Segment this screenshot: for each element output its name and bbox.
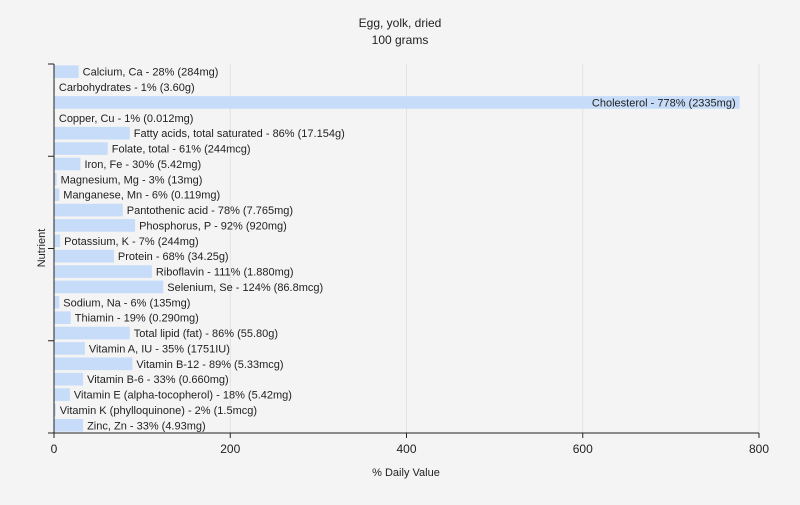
bar-label-6: Iron, Fe - 30% (5.42mg) [84, 159, 201, 171]
bar-label-22: Vitamin K (phylloquinone) - 2% (1.5mcg) [60, 405, 257, 417]
bar-16 [54, 311, 71, 324]
bar-label-5: Folate, total - 61% (244mcg) [112, 144, 251, 156]
bar-10 [54, 219, 136, 232]
bar-label-8: Manganese, Mn - 6% (0.119mg) [63, 190, 220, 202]
bar-19 [54, 357, 133, 371]
bar-8 [54, 188, 60, 201]
bar-15 [54, 296, 60, 309]
bar-22 [54, 403, 56, 417]
x-axis-label: % Daily Value [372, 467, 440, 479]
bar-label-2: Cholesterol - 778% (2335mg) [592, 97, 736, 109]
bar-label-13: Riboflavin - 111% (1.880mg) [156, 267, 294, 279]
bar-18 [54, 342, 85, 355]
bar-label-4: Fatty acids, total saturated - 86% (17.1… [134, 128, 345, 140]
chart-title: Egg, yolk, dried [359, 16, 442, 30]
bar-11 [54, 234, 61, 248]
bar-0 [54, 65, 79, 78]
bar-label-14: Selenium, Se - 124% (86.8mcg) [167, 282, 323, 294]
bar-7 [54, 173, 57, 186]
bar-label-21: Vitamin E (alpha-tocopherol) - 18% (5.42… [74, 390, 292, 402]
bar-label-7: Magnesium, Mg - 3% (13mg) [61, 174, 203, 186]
x-tick-label-1: 200 [220, 442, 240, 456]
bar-23 [54, 419, 84, 432]
bar-label-3: Copper, Cu - 1% (0.012mg) [59, 113, 194, 125]
grid-lines [229, 64, 760, 433]
chart-subtitle: 100 grams [372, 33, 429, 47]
bar-label-16: Thiamin - 19% (0.290mg) [75, 313, 199, 325]
bar-5 [54, 142, 108, 155]
bar-label-15: Sodium, Na - 6% (135mg) [63, 297, 190, 309]
bar-label-10: Phosphorus, P - 92% (920mg) [139, 220, 287, 232]
x-tick-label-4: 800 [749, 442, 769, 456]
bar-label-1: Carbohydrates - 1% (3.60g) [59, 82, 195, 94]
bar-9 [54, 203, 123, 217]
x-tick-label-0: 0 [51, 442, 58, 456]
bar-14 [54, 280, 164, 294]
bar-21 [54, 388, 70, 401]
bar-6 [54, 157, 81, 171]
bar-label-0: Calcium, Ca - 28% (284mg) [83, 67, 219, 79]
bar-13 [54, 265, 152, 278]
bar-label-17: Total lipid (fat) - 86% (55.80g) [134, 328, 278, 340]
y-axis-label: Nutrient [36, 229, 48, 268]
axes: 0 200 400 600 800 [48, 63, 769, 456]
bar-label-9: Pantothenic acid - 78% (7.765mg) [127, 205, 293, 217]
bar-17 [54, 326, 130, 340]
bar-12 [54, 249, 114, 263]
bar-label-11: Potassium, K - 7% (244mg) [64, 236, 199, 248]
bar-label-12: Protein - 68% (34.25g) [118, 251, 229, 263]
bar-2 [54, 96, 740, 109]
bar-label-20: Vitamin B-6 - 33% (0.660mg) [87, 374, 229, 386]
x-tick-label-3: 600 [573, 442, 593, 456]
bars: Calcium, Ca - 28% (284mg) Carbohydrates -… [54, 65, 740, 432]
x-tick-label-2: 400 [396, 442, 416, 456]
bar-label-18: Vitamin A, IU - 35% (1751IU) [89, 343, 230, 355]
bar-4 [54, 126, 130, 140]
bar-20 [54, 372, 84, 386]
bar-label-23: Zinc, Zn - 33% (4.93mg) [87, 420, 206, 432]
bar-label-19: Vitamin B-12 - 89% (5.33mcg) [136, 359, 283, 371]
